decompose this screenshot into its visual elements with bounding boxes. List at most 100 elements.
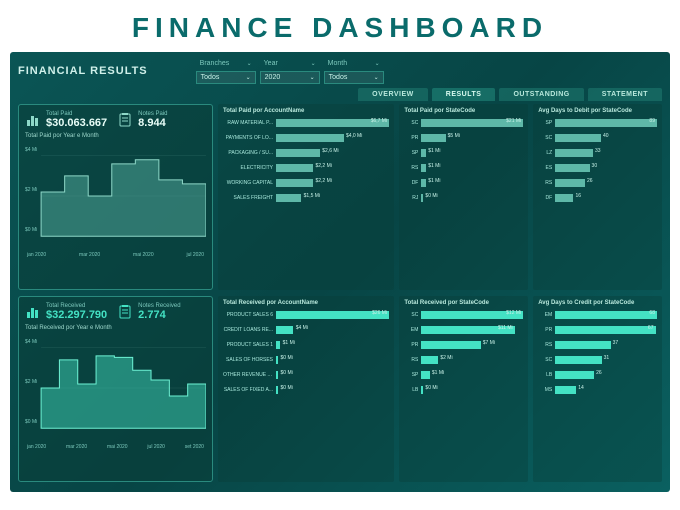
bar-fill [555, 134, 601, 142]
bar-row: PRODUCT SALES 1 $1 Mi [223, 341, 389, 349]
received-area-chart: $4 Mi$2 Mi$0 Mi [25, 333, 206, 443]
bar-label: SALES FREIGHT [223, 195, 273, 201]
bar-fill [276, 134, 344, 142]
bar-fill [555, 356, 601, 364]
header-row: FINANCIAL RESULTS Branches⌄ Todos⌄ Year⌄… [18, 58, 662, 84]
bar-label: SALES OF HORSES [223, 357, 273, 363]
bar-label: EM [538, 312, 552, 318]
bar-fill [555, 164, 589, 172]
bar-value: $4 Mi [296, 325, 308, 331]
bar-fill [555, 194, 573, 202]
filter-branches-label: Branches⌄ [196, 58, 256, 69]
bar-track: 37 [555, 341, 657, 349]
tab-outstanding[interactable]: OUTSTANDING [499, 88, 583, 101]
bar-label: SC [404, 312, 418, 318]
bar-track: 26 [555, 179, 657, 187]
notes-paid-value: 8.944 [138, 117, 167, 129]
bar-label: PR [538, 327, 552, 333]
bar-value: 33 [595, 148, 601, 154]
tabs: OVERVIEW RESULTSOUTSTANDING STATEMENT [18, 88, 662, 101]
tab-statement[interactable]: STATEMENT [588, 88, 662, 101]
bar-value: 67 [648, 325, 654, 331]
dashboard: FINANCIAL RESULTS Branches⌄ Todos⌄ Year⌄… [10, 52, 670, 492]
bar-fill [421, 149, 426, 157]
bar-value: $0 Mi [425, 193, 437, 199]
filter-month-select[interactable]: Todos⌄ [324, 71, 384, 84]
bar-fill [421, 341, 480, 349]
chevron-down-icon: ⌄ [247, 60, 252, 67]
bar-row: RS $2 Mi [404, 356, 523, 364]
bar-value: $1 Mi [428, 148, 440, 154]
bar-fill [555, 341, 610, 349]
paid-area-chart: $4 Mi$2 Mi$0 Mi [25, 141, 206, 251]
bar-track: 26 [555, 371, 657, 379]
bar-chart-icon [25, 112, 41, 128]
bar-row: CREDIT LOANS RE... $4 Mi [223, 326, 389, 334]
bar-label: SALES OF FIXED A... [223, 387, 273, 393]
bar-track: $1,5 Mi [276, 194, 389, 202]
bar-row: PACKAGING / SU... $2,6 Mi [223, 149, 389, 157]
bar-row: WORKING CAPITAL $2,2 Mi [223, 179, 389, 187]
filter-branches-select[interactable]: Todos⌄ [196, 71, 256, 84]
bar-value: 31 [604, 355, 610, 361]
bar-track: 89 [555, 119, 657, 127]
bar-label: DF [538, 195, 552, 201]
bar-label: SC [538, 135, 552, 141]
bar-label: SP [404, 372, 418, 378]
bar-value: $5 Mi [448, 133, 460, 139]
bar-value: $11 Mi [498, 325, 513, 331]
bar-row: SALES OF FIXED A... $0 Mi [223, 386, 389, 394]
received-chart-title: Total Received por Year e Month [25, 325, 206, 331]
bar-row: SP $1 Mi [404, 149, 523, 157]
bar-label: RS [538, 180, 552, 186]
bar-track: $4,0 Mi [276, 134, 389, 142]
panel-title: Total Received por AccountName [223, 300, 389, 306]
bar-track: $0 Mi [276, 386, 389, 394]
bar-track: $21 Mi [421, 119, 523, 127]
bar-fill [276, 326, 293, 334]
bar-value: 89 [649, 118, 655, 124]
bar-track: $4 Mi [276, 326, 389, 334]
bar-label: PR [404, 342, 418, 348]
bar-track: 40 [555, 134, 657, 142]
days-credit-panel: Avg Days to Credit por StateCode EM 68 P… [533, 296, 662, 482]
bar-fill [421, 179, 426, 187]
bar-value: $1,5 Mi [304, 193, 320, 199]
bar-fill [421, 386, 423, 394]
bar-label: RS [404, 165, 418, 171]
chevron-down-icon: ⌄ [246, 74, 251, 81]
bar-value: $0 Mi [281, 355, 293, 361]
bar-row: OTHER REVENUE A... $0 Mi [223, 371, 389, 379]
bar-track: $2,2 Mi [276, 164, 389, 172]
tab-results[interactable]: RESULTS [432, 88, 496, 101]
bar-value: $0 Mi [281, 370, 293, 376]
tab-overview[interactable]: OVERVIEW [358, 88, 428, 101]
bar-fill [276, 179, 313, 187]
bar-row: SP $1 Mi [404, 371, 523, 379]
bar-label: DF [404, 180, 418, 186]
bar-row: SP 89 [538, 119, 657, 127]
bar-track: $7 Mi [421, 341, 523, 349]
paid-card: Total Paid $30.063.667 Notes Paid 8.944 [18, 104, 213, 290]
bar-row: ES 30 [538, 164, 657, 172]
bar-value: 26 [587, 178, 593, 184]
bar-value: $7 Mi [483, 340, 495, 346]
filter-month-label: Month⌄ [324, 58, 384, 69]
bar-label: LB [404, 387, 418, 393]
chevron-down-icon: ⌄ [310, 74, 315, 81]
bar-value: $2,6 Mi [322, 148, 338, 154]
bar-track: $2,6 Mi [276, 149, 389, 157]
bar-track: 14 [555, 386, 657, 394]
bar-row: SALES FREIGHT $1,5 Mi [223, 194, 389, 202]
bar-value: 40 [603, 133, 609, 139]
bar-fill [276, 341, 280, 349]
filter-year-select[interactable]: 2020⌄ [260, 71, 320, 84]
bar-fill [555, 326, 655, 334]
bar-value: $26 Mi [372, 310, 387, 316]
bar-row: SC $12 Mi [404, 311, 523, 319]
bar-value: $2,2 Mi [315, 163, 331, 169]
bar-track: $1 Mi [421, 164, 523, 172]
bar-row: SC 40 [538, 134, 657, 142]
bar-fill [555, 311, 657, 319]
bar-label: EM [404, 327, 418, 333]
